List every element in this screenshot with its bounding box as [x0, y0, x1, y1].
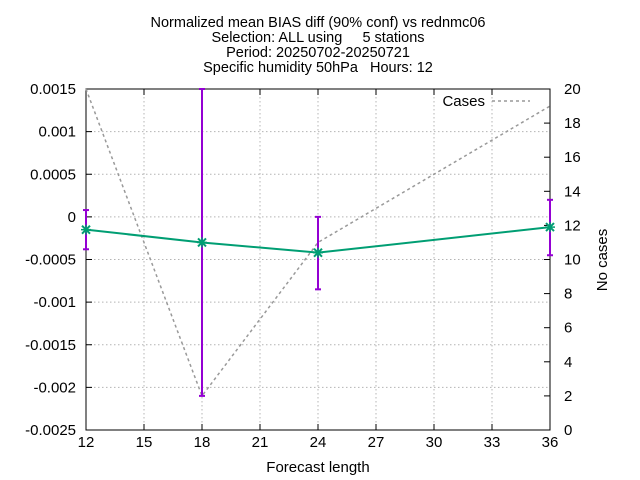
series — [81, 88, 555, 398]
y2-tick-label: 12 — [564, 217, 581, 234]
bias-point — [197, 237, 207, 248]
y-tick-label: -0.001 — [33, 294, 76, 311]
y-tick-label: 0.0015 — [30, 81, 76, 98]
x-tick-label: 18 — [194, 434, 211, 451]
x-tick-label: 30 — [426, 434, 443, 451]
x-tick-label: 33 — [484, 434, 501, 451]
x-tick-label: 27 — [368, 434, 385, 451]
y2-tick-label: 10 — [564, 252, 581, 269]
legend-label-cases: Cases — [442, 93, 485, 110]
legend: Cases — [442, 93, 530, 110]
y2-tick-label: 8 — [564, 286, 572, 303]
bias-line — [85, 226, 551, 254]
x-tick-label: 24 — [310, 434, 327, 451]
y-tick-label: -0.0005 — [25, 252, 76, 269]
x-tick-label: 21 — [252, 434, 269, 451]
x-axis-label: Forecast length — [266, 459, 369, 476]
y2-tick-label: 16 — [564, 149, 581, 166]
y2-tick-label: 2 — [564, 388, 572, 405]
x-tick-label: 36 — [542, 434, 559, 451]
bias-point — [81, 224, 91, 235]
y2-tick-label: 0 — [564, 422, 572, 439]
title-line-2: Selection: ALL using 5 stations — [211, 30, 424, 46]
cases-line — [85, 88, 551, 398]
x-tick-label: 12 — [78, 434, 95, 451]
chart-title: Normalized mean BIAS diff (90% conf) vs … — [151, 15, 486, 76]
y2-tick-label: 20 — [564, 81, 581, 98]
y2-axis-label: No cases — [594, 229, 611, 292]
y2-tick-label: 14 — [564, 183, 581, 200]
x-tick-label: 15 — [136, 434, 153, 451]
y-tick-label: 0.0005 — [30, 166, 76, 183]
y2-tick-label: 6 — [564, 320, 572, 337]
title-line-4: Specific humidity 50hPa Hours: 12 — [203, 60, 433, 76]
bias-point — [313, 247, 323, 258]
bias-point — [545, 222, 555, 233]
y-tick-label: 0 — [68, 209, 76, 226]
axes: 12 15 18 21 24 27 30 33 360.00150.0010.00050-0.0… — [25, 81, 581, 451]
y-tick-label: -0.0025 — [25, 422, 76, 439]
title-line-1: Normalized mean BIAS diff (90% conf) vs … — [151, 15, 486, 31]
y2-tick-label: 4 — [564, 354, 572, 371]
y-tick-label: 0.001 — [38, 124, 76, 141]
y2-tick-label: 18 — [564, 115, 581, 132]
y-tick-label: -0.002 — [33, 379, 76, 396]
title-line-3: Period: 20250702-20250721 — [226, 45, 410, 61]
y-tick-label: -0.0015 — [25, 337, 76, 354]
